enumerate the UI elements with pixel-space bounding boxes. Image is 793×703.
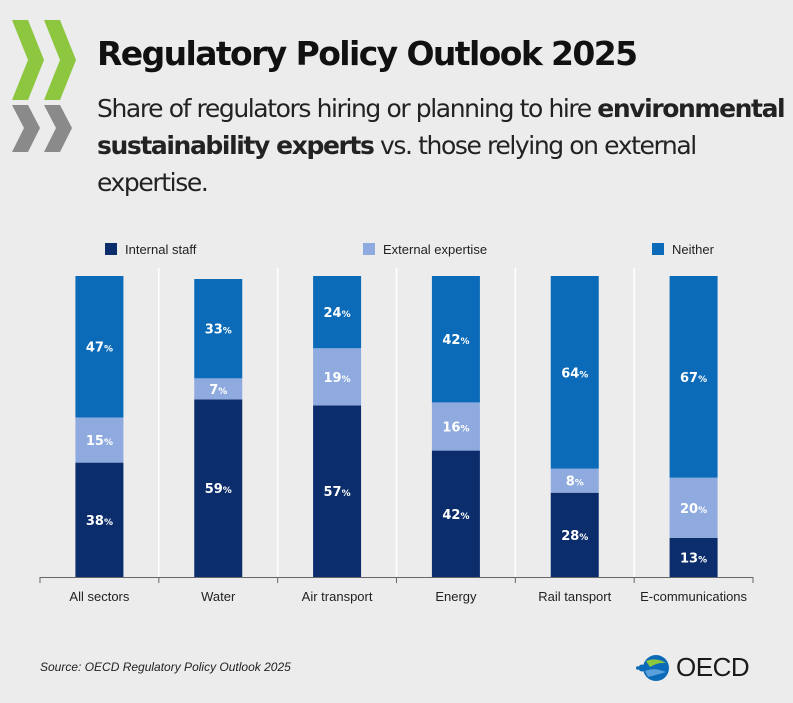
chart-title: Regulatory Policy Outlook 2025 <box>97 34 638 73</box>
legend-swatch-internal-staff <box>105 243 117 255</box>
chevron-gray-right <box>44 105 72 152</box>
bar-rail-tansport-external-expertise <box>550 468 599 493</box>
globe-icon <box>636 654 669 681</box>
subtitle-emphasis: environmental sustainability experts <box>97 94 786 160</box>
data-label-unit: % <box>698 555 707 565</box>
x-tick-label: All sectors <box>69 589 129 604</box>
x-tick-label: Energy <box>435 589 477 604</box>
data-label: 38% <box>86 514 113 529</box>
x-tick-label: Air transport <box>302 589 373 604</box>
data-label: 42% <box>442 333 469 348</box>
x-tick-label: Rail tansport <box>538 589 611 604</box>
data-label: 7% <box>209 383 227 398</box>
data-label: 59% <box>205 482 232 497</box>
bar-e-communications-external-expertise <box>669 477 718 538</box>
data-label: 67% <box>680 371 707 386</box>
data-label-unit: % <box>342 375 351 385</box>
data-label-unit: % <box>223 327 232 337</box>
data-label-unit: % <box>104 438 113 448</box>
data-label: 24% <box>324 306 351 321</box>
chevron-green-left <box>12 20 44 100</box>
bar-water-internal-staff <box>194 399 243 577</box>
stacked-bar-chart: Internal staff External expertise Neither 3… <box>39 242 754 604</box>
data-label: 28% <box>561 529 588 544</box>
data-label-unit: % <box>460 337 469 347</box>
legend-label-internal-staff: Internal staff <box>125 242 197 257</box>
bar-e-communications-neither <box>669 276 718 478</box>
data-label: 57% <box>324 485 351 500</box>
bar-rail-tansport-internal-staff <box>550 492 599 577</box>
data-label-unit: % <box>575 479 584 489</box>
bar-water-external-expertise <box>194 378 243 400</box>
data-label: 33% <box>205 323 232 338</box>
bar-air-transport-internal-staff <box>313 405 362 577</box>
data-label-unit: % <box>698 506 707 516</box>
bar-e-communications-internal-staff <box>669 537 718 577</box>
data-label: 15% <box>86 434 113 449</box>
subtitle-text-2: vs. those relying on external expertise. <box>97 131 697 197</box>
bar-water-neither <box>194 279 243 379</box>
bar-energy-external-expertise <box>431 402 480 451</box>
oecd-logo-text: OECD <box>676 652 750 682</box>
data-label-unit: % <box>698 375 707 385</box>
data-label: 8% <box>566 475 584 490</box>
chevron-green-right <box>44 20 76 100</box>
bar-all-sectors-external-expertise <box>75 417 124 463</box>
data-label: 19% <box>324 371 351 386</box>
data-label: 47% <box>86 341 113 356</box>
legend-label-neither: Neither <box>672 242 715 257</box>
data-label-unit: % <box>460 425 469 435</box>
bar-energy-neither <box>431 276 480 403</box>
bar-air-transport-external-expertise <box>313 348 362 406</box>
x-tick-label: E-communications <box>640 589 747 604</box>
x-tick-label: Water <box>201 589 236 604</box>
data-label-unit: % <box>218 387 227 397</box>
data-label-unit: % <box>342 310 351 320</box>
brand-chevrons <box>12 20 76 152</box>
bar-rail-tansport-neither <box>550 276 599 469</box>
data-label-unit: % <box>460 512 469 522</box>
data-label: 42% <box>442 508 469 523</box>
data-label-unit: % <box>104 518 113 528</box>
subtitle-text-1: Share of regulators hiring or planning t… <box>97 94 598 123</box>
data-label-unit: % <box>104 345 113 355</box>
bar-all-sectors-internal-staff <box>75 462 124 577</box>
legend-swatch-external-expertise <box>363 243 375 255</box>
chevron-gray-left <box>12 105 40 152</box>
bar-energy-internal-staff <box>431 450 480 577</box>
data-label-unit: % <box>579 370 588 380</box>
bar-air-transport-neither <box>313 276 362 349</box>
data-label: 20% <box>680 502 707 517</box>
source-note: Source: OECD Regulatory Policy Outlook 2… <box>40 660 291 674</box>
chart-subtitle: Share of regulators hiring or planning t… <box>97 90 787 201</box>
data-label-unit: % <box>579 533 588 543</box>
data-label: 64% <box>561 366 588 381</box>
bar-all-sectors-neither <box>75 276 124 418</box>
data-label-unit: % <box>223 486 232 496</box>
legend-swatch-neither <box>652 243 664 255</box>
legend-label-external-expertise: External expertise <box>383 242 487 257</box>
data-label-unit: % <box>342 489 351 499</box>
oecd-logo: OECD <box>636 652 750 683</box>
data-label: 13% <box>680 551 707 566</box>
data-label: 16% <box>442 421 469 436</box>
